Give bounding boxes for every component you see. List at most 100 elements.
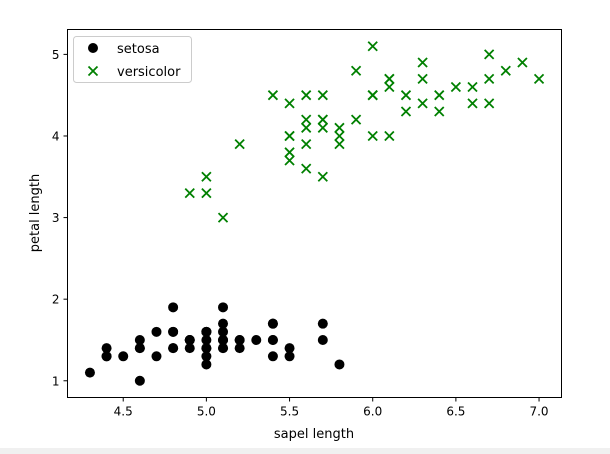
point-versicolor bbox=[317, 90, 328, 101]
point-versicolor bbox=[467, 81, 478, 93]
point-setosa bbox=[168, 343, 179, 354]
point-versicolor bbox=[284, 130, 295, 142]
x-tick-label: 5.0 bbox=[197, 405, 216, 419]
point-setosa bbox=[118, 351, 129, 362]
point-versicolor bbox=[317, 171, 328, 182]
point-setosa bbox=[317, 334, 328, 345]
point-versicolor bbox=[284, 147, 295, 158]
point-versicolor bbox=[467, 98, 478, 109]
y-tick-label: 4 bbox=[52, 129, 60, 143]
legend-marker-versicolor bbox=[87, 65, 99, 77]
point-setosa bbox=[284, 343, 295, 354]
point-versicolor bbox=[350, 114, 362, 125]
point-setosa bbox=[134, 375, 145, 386]
point-versicolor bbox=[334, 139, 345, 150]
point-versicolor bbox=[284, 155, 295, 166]
point-setosa bbox=[134, 343, 145, 354]
x-tick-label: 6.5 bbox=[446, 405, 465, 419]
plot-marks bbox=[84, 41, 545, 386]
point-setosa bbox=[334, 359, 345, 370]
point-setosa bbox=[267, 334, 278, 345]
point-setosa bbox=[84, 367, 95, 378]
y-tick-label: 5 bbox=[52, 48, 60, 62]
point-versicolor bbox=[367, 130, 378, 142]
point-versicolor bbox=[434, 106, 445, 117]
legend-label-setosa: setosa bbox=[117, 42, 160, 57]
legend-label-versicolor: versicolor bbox=[117, 65, 181, 80]
x-axis: 4.5 5.0 5.5 6.0 6.5 7.0 bbox=[114, 397, 549, 419]
point-versicolor bbox=[334, 122, 345, 133]
point-setosa bbox=[218, 326, 229, 337]
point-versicolor bbox=[400, 106, 412, 117]
point-setosa bbox=[201, 334, 212, 345]
y-tick-label: 2 bbox=[52, 293, 60, 307]
point-versicolor bbox=[400, 90, 412, 101]
point-versicolor bbox=[301, 163, 312, 174]
point-setosa bbox=[284, 351, 295, 362]
point-versicolor bbox=[484, 98, 495, 109]
point-setosa bbox=[101, 343, 112, 354]
point-versicolor bbox=[533, 73, 545, 85]
y-axis: 1 2 3 4 5 bbox=[52, 48, 68, 388]
point-versicolor bbox=[434, 90, 445, 101]
point-versicolor bbox=[517, 57, 528, 68]
y-tick-label: 1 bbox=[52, 374, 60, 388]
x-axis-label: sapel length bbox=[274, 427, 354, 442]
point-versicolor bbox=[417, 73, 428, 85]
legend: setosa versicolor bbox=[73, 36, 192, 83]
x-tick-label: 6.0 bbox=[363, 405, 382, 419]
point-setosa bbox=[218, 318, 229, 329]
point-versicolor bbox=[450, 81, 462, 93]
window-bottom-strip bbox=[0, 448, 610, 454]
point-setosa bbox=[251, 334, 262, 345]
axes-frame bbox=[67, 29, 562, 398]
x-tick-label: 4.5 bbox=[114, 405, 133, 419]
point-versicolor bbox=[350, 65, 362, 76]
point-setosa bbox=[267, 351, 278, 362]
x-tick-label: 7.0 bbox=[529, 405, 548, 419]
point-setosa bbox=[184, 343, 195, 354]
point-versicolor bbox=[500, 65, 511, 76]
point-setosa bbox=[184, 334, 195, 345]
point-versicolor bbox=[384, 130, 395, 142]
point-setosa bbox=[101, 351, 112, 362]
point-versicolor bbox=[484, 49, 495, 60]
point-versicolor bbox=[267, 90, 279, 101]
point-versicolor bbox=[284, 98, 295, 109]
point-setosa bbox=[201, 359, 212, 370]
point-versicolor bbox=[201, 187, 212, 199]
point-setosa bbox=[201, 326, 212, 337]
point-versicolor bbox=[367, 41, 378, 52]
point-versicolor bbox=[301, 122, 312, 133]
point-versicolor bbox=[417, 57, 428, 68]
point-setosa bbox=[218, 334, 229, 345]
point-versicolor bbox=[301, 90, 312, 101]
point-setosa bbox=[201, 343, 212, 354]
point-setosa bbox=[267, 318, 278, 329]
point-setosa bbox=[151, 326, 162, 337]
point-versicolor bbox=[384, 81, 395, 93]
point-versicolor bbox=[234, 139, 245, 150]
point-setosa bbox=[317, 318, 328, 329]
point-setosa bbox=[218, 343, 229, 354]
legend-box bbox=[73, 36, 192, 83]
x-tick-label: 5.5 bbox=[280, 405, 299, 419]
point-versicolor bbox=[367, 90, 378, 101]
point-setosa bbox=[234, 343, 245, 354]
point-setosa bbox=[234, 334, 245, 345]
point-setosa bbox=[201, 351, 212, 362]
point-versicolor bbox=[301, 139, 312, 150]
point-versicolor bbox=[384, 73, 395, 85]
point-versicolor bbox=[484, 73, 495, 85]
point-versicolor bbox=[201, 171, 212, 182]
point-setosa bbox=[218, 302, 229, 313]
point-versicolor bbox=[184, 187, 195, 199]
point-setosa bbox=[134, 334, 145, 345]
legend-marker-setosa bbox=[88, 43, 98, 53]
point-versicolor bbox=[317, 122, 328, 133]
point-versicolor bbox=[301, 114, 312, 125]
point-setosa bbox=[168, 302, 179, 313]
y-tick-label: 3 bbox=[52, 211, 60, 225]
point-versicolor bbox=[334, 130, 345, 142]
